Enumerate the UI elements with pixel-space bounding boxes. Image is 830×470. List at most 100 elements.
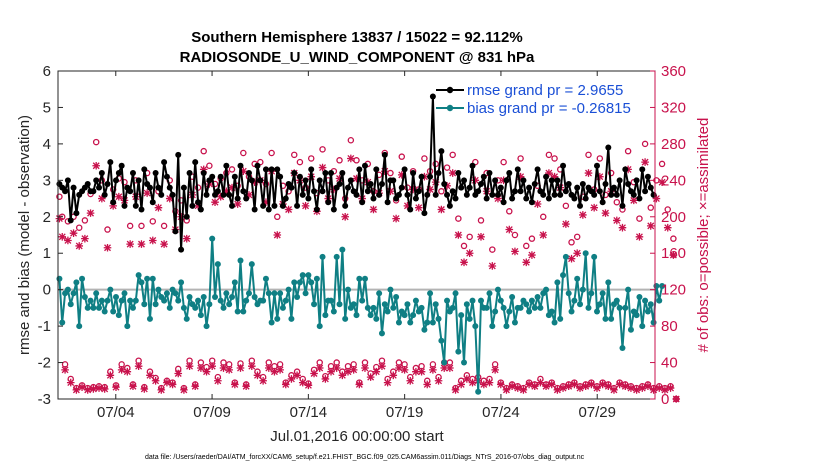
rmse-marker (475, 188, 482, 195)
obs-possible-marker (228, 166, 236, 173)
bias-marker (305, 272, 312, 279)
obs-assimilated-marker (341, 212, 349, 221)
bias-marker (469, 297, 476, 304)
rmse-marker (466, 184, 473, 191)
obs-assimilated-marker (276, 366, 284, 374)
obs-assimilated-marker (584, 169, 593, 177)
rmse-marker (132, 202, 139, 209)
bias-marker (633, 312, 640, 319)
obs-assimilated-marker (539, 231, 548, 239)
rmse-marker (633, 177, 640, 184)
rmse-marker (220, 191, 227, 198)
bias-marker (212, 293, 219, 300)
bias-marker (650, 319, 657, 326)
rmse-marker (282, 195, 289, 202)
obs-possible-marker (647, 204, 655, 211)
rmse-marker (390, 177, 397, 184)
error-series (56, 93, 666, 395)
bias-marker (370, 304, 377, 311)
rmse-marker (107, 159, 114, 166)
rmse-marker (407, 206, 414, 213)
rmse-marker (345, 184, 352, 191)
rmse-marker (308, 166, 315, 173)
y-axis-left: -3 -2 -1 0 1 2 3 4 5 6 (38, 63, 63, 408)
bias-marker (113, 293, 120, 300)
bias-marker (319, 253, 326, 260)
bias-marker (494, 286, 501, 293)
bias-marker (67, 301, 74, 308)
obs-assimilated-marker (581, 382, 590, 391)
rmse-marker (172, 228, 179, 235)
bias-marker (121, 290, 128, 297)
bias-marker (489, 323, 496, 330)
bias-marker (500, 304, 507, 311)
bias-marker (429, 319, 436, 326)
obs-assimilated-marker (115, 192, 123, 201)
rmse-marker (605, 144, 612, 151)
bias-marker (395, 319, 402, 326)
bias-marker (149, 275, 156, 282)
obs-possible-marker (336, 157, 343, 164)
obs-assimilated-marker (655, 384, 664, 392)
rmse-marker (325, 199, 332, 206)
obs-assimilated-marker (426, 185, 434, 194)
obs-assimilated-marker (423, 380, 432, 389)
rmse-marker (557, 191, 564, 198)
rmse-marker (104, 180, 111, 187)
bias-marker (560, 272, 567, 279)
bias-marker (483, 304, 490, 311)
bias-marker (268, 319, 275, 326)
obs-assimilated-marker (397, 171, 406, 179)
bias-marker (220, 304, 227, 311)
obs-possible-marker (257, 158, 264, 166)
rmse-marker (110, 199, 117, 206)
obs-assimilated-marker (219, 364, 228, 372)
rmse-marker (200, 170, 207, 177)
bias-marker (562, 253, 569, 260)
obs-assimilated-marker (400, 366, 409, 374)
x-tick-label: 07/14 (290, 404, 328, 421)
bias-marker (466, 315, 473, 322)
obs-assimilated-marker (502, 386, 511, 394)
bias-marker (288, 315, 295, 322)
y2-tick-label: 0 (661, 391, 669, 408)
rmse-marker (279, 202, 286, 209)
obs-possible-marker (92, 138, 100, 146)
obs-assimilated-marker (465, 249, 474, 258)
obs-assimilated-marker (618, 223, 627, 232)
obs-assimilated-marker (621, 382, 630, 391)
obs-assimilated-marker (100, 385, 109, 393)
obs-assimilated-marker (264, 364, 273, 372)
obs-possible-marker (75, 224, 83, 231)
bias-marker (636, 293, 643, 300)
bias-marker (155, 286, 162, 293)
rmse-marker (497, 184, 504, 191)
bias-marker (588, 290, 595, 297)
bias-marker (214, 261, 221, 268)
bias-marker (118, 297, 125, 304)
obs-assimilated-marker (335, 174, 344, 183)
obs-assimilated-marker (134, 362, 143, 370)
bias-marker (528, 297, 535, 304)
rmse-marker (367, 180, 374, 187)
rmse-marker (265, 206, 272, 213)
obs-possible-marker (472, 158, 479, 166)
bias-marker (653, 283, 660, 290)
obs-possible-marker (466, 233, 473, 241)
rmse-marker (328, 170, 335, 177)
y2-tick-label: 120 (661, 282, 686, 299)
rmse-marker (622, 166, 629, 173)
obs-possible-marker (104, 226, 111, 233)
obs-assimilated-marker (488, 262, 497, 270)
obs-assimilated-marker (632, 386, 641, 394)
bias-marker (322, 312, 329, 319)
bias-marker (146, 315, 153, 322)
obs-assimilated-marker (496, 380, 505, 389)
rmse-marker (364, 188, 371, 195)
rmse-marker (452, 195, 459, 202)
rmse-marker (577, 202, 584, 209)
rmse-marker (494, 191, 501, 198)
obs-assimilated-marker (491, 366, 499, 374)
y2-tick-label: 40 (661, 355, 678, 372)
bias-marker (59, 319, 66, 326)
